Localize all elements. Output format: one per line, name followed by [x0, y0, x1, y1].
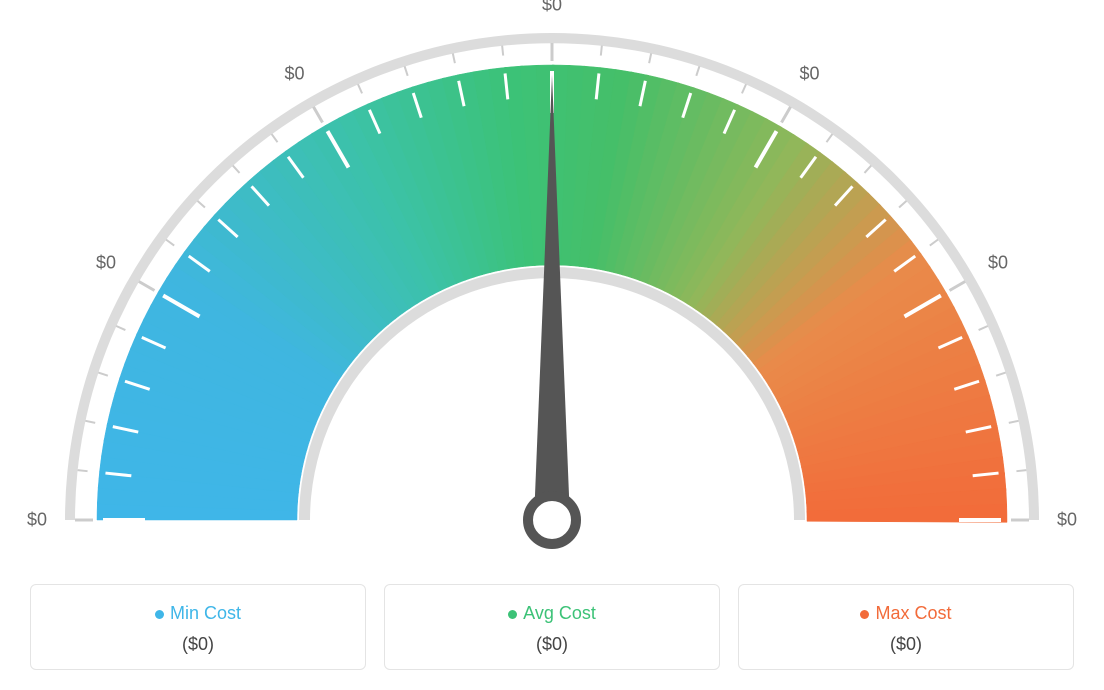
legend-avg-value: ($0)	[395, 634, 709, 655]
gauge-chart: $0 $0 $0 $0 $0 $0 $0	[0, 0, 1104, 560]
legend-min-title: Min Cost	[41, 603, 355, 624]
legend-min-label: Min Cost	[170, 603, 241, 623]
legend-avg-label: Avg Cost	[523, 603, 596, 623]
legend-card-min: Min Cost ($0)	[30, 584, 366, 670]
gauge-tick-label: $0	[988, 252, 1008, 273]
cost-gauge-infographic: { "gauge": { "cx": 552, "cy": 520, "oute…	[0, 0, 1104, 690]
gauge-tick-label: $0	[96, 252, 116, 273]
legend-dot-min	[155, 610, 164, 619]
gauge-tick-label: $0	[27, 510, 47, 531]
legend-max-value: ($0)	[749, 634, 1063, 655]
gauge-tick-label: $0	[542, 0, 562, 16]
legend-dot-max	[860, 610, 869, 619]
legend-dot-avg	[508, 610, 517, 619]
gauge-tick-label: $0	[799, 63, 819, 84]
legend-max-label: Max Cost	[875, 603, 951, 623]
legend-avg-title: Avg Cost	[395, 603, 709, 624]
gauge-tick-labels: $0 $0 $0 $0 $0 $0 $0	[0, 0, 1104, 560]
legend-min-value: ($0)	[41, 634, 355, 655]
legend-row: Min Cost ($0) Avg Cost ($0) Max Cost ($0…	[30, 584, 1074, 670]
gauge-tick-label: $0	[1057, 510, 1077, 531]
legend-card-max: Max Cost ($0)	[738, 584, 1074, 670]
legend-card-avg: Avg Cost ($0)	[384, 584, 720, 670]
legend-max-title: Max Cost	[749, 603, 1063, 624]
gauge-tick-label: $0	[284, 63, 304, 84]
